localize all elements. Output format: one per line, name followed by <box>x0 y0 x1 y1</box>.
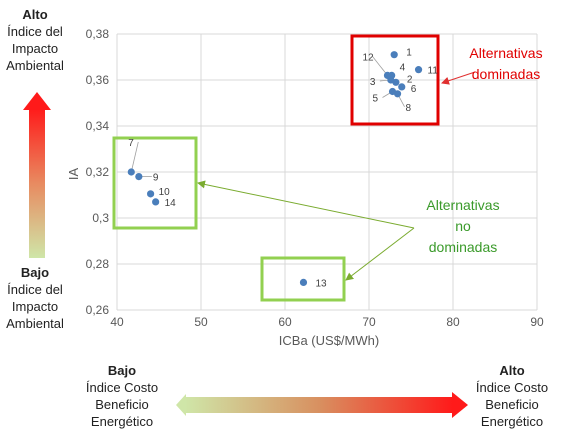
left-scale-bottom: Bajo Índice del Impacto Ambiental <box>0 264 70 332</box>
y-tick-label: 0,3 <box>92 211 109 225</box>
non-dominated-arrow-left <box>197 180 415 229</box>
non-dominated-text-1: Alternativas <box>426 197 499 213</box>
data-point-label: 6 <box>411 84 417 95</box>
y-tick-label: 0,28 <box>86 257 110 271</box>
tick-labels: 40 50 60 70 80 90 0,26 0,28 0,3 0,32 0,34 0,36 0,38 <box>86 27 544 329</box>
data-point <box>152 198 160 206</box>
left-scale-top-desc-1: Índice del <box>7 24 63 39</box>
bottom-scale-left-desc-3: Energético <box>90 414 154 429</box>
horizontal-gradient-arrow <box>176 392 468 418</box>
non-dominated-box-left <box>112 136 198 230</box>
non-dominated-box-bottom <box>260 256 346 302</box>
non-dominated-text-2: no <box>455 218 471 234</box>
data-point-label: 12 <box>362 52 374 63</box>
vertical-arrow-shaft <box>29 108 45 258</box>
data-points <box>127 51 423 286</box>
bottom-scale-left-label: Bajo <box>107 363 137 378</box>
non-dominated-arrow-bottom <box>345 227 415 281</box>
dominated-box <box>350 34 440 126</box>
grid-lines <box>116 33 538 311</box>
y-tick-label: 0,32 <box>86 165 110 179</box>
x-tick-label: 70 <box>362 315 376 329</box>
leader-line <box>130 141 139 173</box>
data-point-label: 10 <box>159 187 171 198</box>
data-point-label: 13 <box>315 278 327 289</box>
data-point <box>390 51 398 59</box>
data-point-label: 7 <box>128 138 134 149</box>
y-tick-label: 0,34 <box>86 119 110 133</box>
left-scale-bottom-desc-2: Impacto <box>11 299 59 314</box>
data-point-label: 4 <box>400 62 406 73</box>
data-point <box>299 278 308 286</box>
bottom-scale-right: Alto Índice Costo Beneficio Energético <box>462 362 562 430</box>
left-scale-bottom-label: Bajo <box>20 265 50 280</box>
bottom-scale-left-desc-2: Beneficio <box>95 397 149 412</box>
x-tick-label: 60 <box>278 315 292 329</box>
data-point-label: 5 <box>373 94 379 105</box>
left-scale-top-label: Alto <box>22 7 48 22</box>
vertical-arrow-head <box>23 92 51 110</box>
data-point-label: 2 <box>407 74 413 85</box>
y-tick-label: 0,36 <box>86 73 110 87</box>
bottom-scale-right-desc-1: Índice Costo <box>475 380 549 395</box>
data-point <box>147 190 155 198</box>
horizontal-arrow-head <box>452 392 468 418</box>
data-point <box>398 83 406 91</box>
bottom-scale-right-desc-2: Beneficio <box>485 397 539 412</box>
y-axis-label: IA <box>66 168 81 181</box>
x-axis-label: ICBa (US$/MWh) <box>279 333 379 348</box>
bottom-scale-right-label: Alto <box>499 363 525 378</box>
dominated-text-1: Alternativas <box>469 45 542 61</box>
data-point <box>135 173 143 181</box>
x-tick-label: 90 <box>530 315 544 329</box>
data-point <box>393 90 402 98</box>
left-scale-bottom-desc-3: Ambiental <box>6 316 64 331</box>
left-scale-top: Alto Índice del Impacto Ambiental <box>0 6 70 74</box>
bottom-scale-left-desc-1: Índice Costo <box>85 380 159 395</box>
dominated-arrow <box>441 71 476 85</box>
y-tick-label: 0,38 <box>86 27 110 41</box>
data-point-label: 14 <box>165 198 177 209</box>
data-point <box>383 71 392 79</box>
data-point-label: 11 <box>428 66 439 77</box>
point-leader-lines <box>130 56 405 178</box>
x-tick-label: 40 <box>110 315 124 329</box>
y-tick-label: 0,26 <box>86 303 110 317</box>
data-point-label: 9 <box>153 173 159 184</box>
non-dominated-text-3: dominadas <box>429 239 498 255</box>
leader-line <box>372 56 388 76</box>
left-scale-bottom-desc-1: Índice del <box>7 282 63 297</box>
x-tick-label: 80 <box>446 315 460 329</box>
dominated-text-2: dominadas <box>472 66 541 82</box>
x-tick-label: 50 <box>194 315 208 329</box>
left-scale-top-desc-3: Ambiental <box>6 58 64 73</box>
vertical-gradient-arrow <box>23 92 51 258</box>
data-point-label: 3 <box>370 77 376 88</box>
data-point <box>414 66 423 74</box>
horizontal-arrow-shaft <box>185 397 453 413</box>
data-point <box>127 168 135 176</box>
horizontal-arrow-tail-head <box>176 394 186 416</box>
bottom-scale-left: Bajo Índice Costo Beneficio Energético <box>72 362 172 430</box>
data-point-label: 8 <box>406 103 412 114</box>
left-scale-top-desc-2: Impacto <box>11 41 59 56</box>
bottom-scale-right-desc-3: Energético <box>480 414 544 429</box>
data-point-label: 1 <box>406 48 412 59</box>
